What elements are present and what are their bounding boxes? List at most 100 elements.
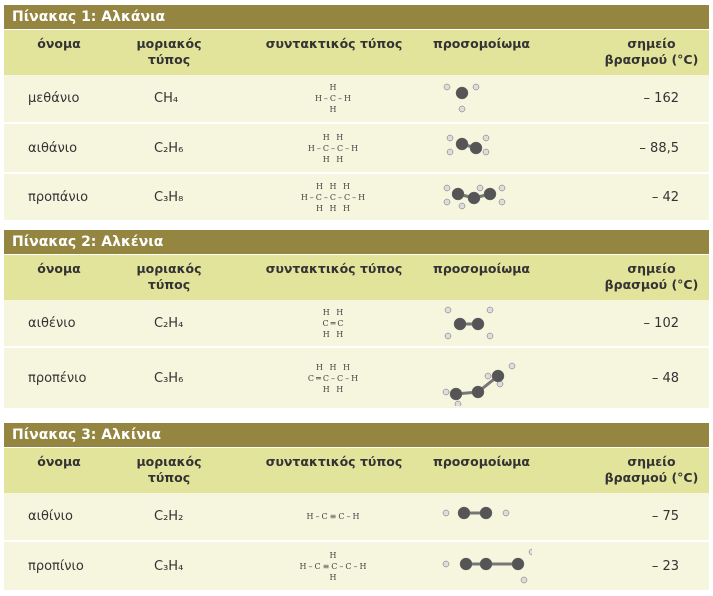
atom [457,506,470,520]
column-header: συντακτικός τύπος [265,36,403,51]
column-header: σημείο βρασμού (°C) [604,36,699,67]
structure-line: C═C–C–H [307,373,361,383]
structure-line: H [329,105,339,114]
atom [454,400,461,406]
column-header: μοριακός τύπος [136,454,202,485]
column-header: σημείο βρασμού (°C) [604,261,699,292]
atom [472,83,479,91]
molecule-model [446,134,489,156]
column-header: προσομοίωμα [432,454,531,469]
atom [520,576,527,584]
structure-line: C═C [322,318,346,328]
structure-line: H H [322,384,346,394]
atom [483,187,496,201]
atom [467,191,480,205]
table-row: προπίνιο C₃H₄ H H–C≡C–C–H H – 23 [4,542,709,590]
structure-cell: H H H H–C–C–C–H H H H [259,174,409,220]
structure-line: H–C–C–C–H [300,192,368,202]
name-cell: αιθάνιο [28,140,78,156]
atom [482,148,489,156]
table-title: Πίνακας 1: Αλκάνια [4,5,709,29]
boiling-point-cell: – 102 [643,315,679,331]
atom [482,134,489,142]
boiling-point-cell: – 42 [651,189,679,205]
table-row: αιθάνιο C₂H₆ H H H–C–C–H H H – 88,5 [4,124,709,172]
boiling-point-cell: – 23 [651,558,679,574]
atom [508,362,515,370]
model-cell [424,124,539,172]
atom [486,306,493,314]
boiling-point-cell: – 88,5 [639,140,679,156]
column-header: συντακτικός τύπος [265,261,403,276]
atom [444,306,451,314]
atom [471,385,484,399]
column-header: μοριακός τύπος [136,261,202,292]
atom [442,560,449,568]
molecule-model [443,184,505,210]
column-header: όνομα [37,261,81,276]
boiling-point-cell: – 75 [651,509,679,524]
table-row: προπένιο C₃H₆ H H H C═C–C–H H H – 48 [4,348,709,408]
atom [471,317,484,331]
structure-line: H–C–C–H [307,143,361,153]
atom [528,548,532,556]
formula-cell: C₂H₂ [154,509,184,524]
model-cell [424,348,539,408]
atom [476,184,483,192]
atom [455,86,468,100]
boiling-point-cell: – 48 [651,370,679,386]
column-header: συντακτικός τύπος [265,454,403,469]
model-cell [424,493,539,540]
name-cell: μεθάνιο [28,91,80,106]
structure-line: H H [322,132,346,142]
header-row: όνομα μοριακός τύπος συντακτικός τύπος προσ… [4,448,709,493]
atom [486,332,493,340]
table-row: αιθένιο C₂H₄ H H C═C H H – 102 [4,300,709,346]
formula-cell: CH₄ [154,91,179,106]
column-header: προσομοίωμα [432,261,531,276]
formula-cell: C₃H₈ [154,189,184,205]
boiling-point-cell: – 162 [643,91,679,106]
structure-cell: H H–C≡C–C–H H [259,542,409,590]
atom [446,148,453,156]
atom [446,134,453,142]
atom [479,557,492,571]
table-row: προπάνιο C₃H₈ H H H H–C–C–C–H H H H – 42 [4,174,709,220]
name-cell: προπίνιο [28,558,84,574]
atom [442,509,449,517]
structure-line: H H [322,307,346,317]
structure-cell: H H–C–H H [259,75,409,122]
structure-line: H H H [315,362,352,372]
column-header: προσομοίωμα [432,36,531,51]
atom [498,184,505,192]
structure-line: H [329,572,339,582]
model-cell [424,174,539,220]
structure-cell: H H H–C–C–H H H [259,124,409,172]
name-cell: αιθένιο [28,315,76,331]
structure-line: H [329,83,339,92]
name-cell: προπένιο [28,370,87,386]
structure-line: H H [322,329,346,339]
formula-cell: C₂H₄ [154,315,184,331]
column-header: όνομα [37,36,81,51]
atom [498,198,505,206]
atom [443,184,450,192]
molecule-model [443,83,479,113]
atom [443,83,450,91]
atom [479,506,492,520]
structure-cell: H H H C═C–C–H H H [259,348,409,408]
model-cell [424,75,539,122]
column-header: μοριακός τύπος [136,36,202,67]
atom [458,105,465,113]
structure-line: H H [322,154,346,164]
atom [459,557,472,571]
atom [484,372,491,380]
table-title: Πίνακας 3: Αλκίνια [4,423,709,447]
structure-line: H–C–H [314,94,354,103]
formula-cell: C₃H₄ [154,558,184,574]
atom [444,332,451,340]
structure-line: H–C≡C–H [306,512,362,521]
atom [449,387,462,401]
structure-line: H H H [315,203,352,213]
model-cell [424,300,539,346]
